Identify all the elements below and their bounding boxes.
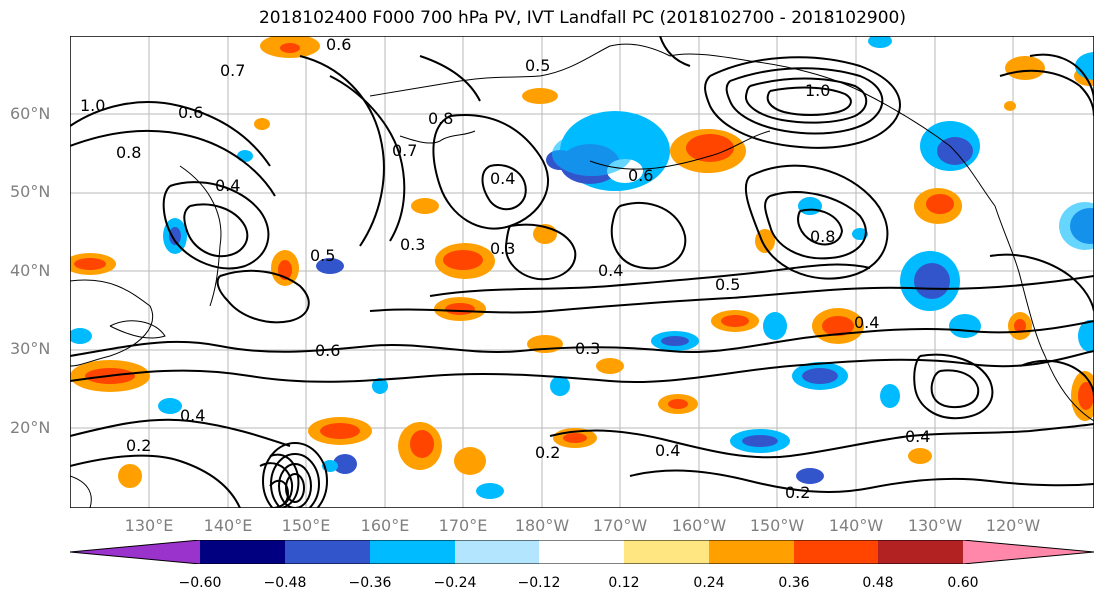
colorbar-segment <box>370 540 455 564</box>
contour-label: 0.6 <box>315 341 340 360</box>
positive-anomaly-shading <box>70 36 1094 488</box>
colorbar-segment <box>878 540 963 564</box>
lon-label-130w: 130°W <box>907 516 963 535</box>
contour-label: 0.8 <box>116 143 141 162</box>
lon-label-140w: 140°W <box>828 516 884 535</box>
lon-label-150w: 150°W <box>749 516 805 535</box>
colorbar-segment <box>539 540 624 564</box>
lat-label-40n: 40°N <box>10 261 51 280</box>
contour-label: 0.6 <box>178 103 203 122</box>
colorbar-tick-label: −0.36 <box>348 575 392 591</box>
contour-label: 0.3 <box>575 339 600 358</box>
lon-label-140e: 140°E <box>203 516 253 535</box>
contour-label: 0.4 <box>655 441 680 460</box>
contour-label: 0.7 <box>220 61 245 80</box>
contour-label: 0.5 <box>715 275 740 294</box>
colorbar-tick-label: −0.12 <box>517 575 561 591</box>
contour-label: 0.6 <box>628 166 653 185</box>
colorbar-tick-label: 0.48 <box>862 575 894 591</box>
contour-label: 0.7 <box>392 141 417 160</box>
contour-label: 0.5 <box>525 56 550 75</box>
colorbar-tick-label: 0.36 <box>778 575 810 591</box>
lon-label-170w: 170°W <box>592 516 648 535</box>
colorbar-segment <box>200 540 285 564</box>
contour-label: 1.0 <box>80 96 105 115</box>
colorbar-segment <box>963 540 1094 564</box>
contour-label: 1.0 <box>805 81 830 100</box>
colorbar-tick-label: −0.60 <box>178 575 222 591</box>
contour-label: 0.2 <box>785 483 810 502</box>
contour-label: 0.4 <box>180 406 205 425</box>
contour-label: 0.6 <box>326 36 351 54</box>
colorbar-tick-label: 0.24 <box>693 575 725 591</box>
lat-label-60n: 60°N <box>10 104 51 123</box>
lon-label-180w: 180°W <box>514 516 570 535</box>
lat-label-50n: 50°N <box>10 182 51 201</box>
colorbar-tick-label: 0.12 <box>608 575 640 591</box>
contour-label: 0.8 <box>428 109 453 128</box>
lat-label-30n: 30°N <box>10 339 51 358</box>
contour-label: 0.8 <box>810 227 835 246</box>
colorbar-tick-label: −0.24 <box>433 575 477 591</box>
contour-label: 0.2 <box>535 443 560 462</box>
contour-label: 0.3 <box>490 239 515 258</box>
colorbar-segment <box>794 540 878 564</box>
map-title: 2018102400 F000 700 hPa PV, IVT Landfall… <box>258 8 906 28</box>
lon-label-150e: 150°E <box>281 516 331 535</box>
negative-anomaly-shading <box>70 36 1094 499</box>
lat-label-20n: 20°N <box>10 418 51 437</box>
contour-label: 0.4 <box>598 261 623 280</box>
contour-label: 0.4 <box>490 169 515 188</box>
tight-pv-center <box>262 442 328 508</box>
colorbar-tick-label: −0.48 <box>263 575 307 591</box>
colorbar-tick-label: 0.60 <box>947 575 979 591</box>
contour-labels: 0.6 0.7 1.0 0.6 0.8 0.4 0.5 0.3 0.2 0.4 … <box>80 36 930 502</box>
contour-label: 0.5 <box>310 246 335 265</box>
colorbar-segment <box>709 540 794 564</box>
colorbar-segment <box>624 540 709 564</box>
colorbar <box>70 540 1094 564</box>
colorbar-segment <box>70 540 200 564</box>
contour-label: 0.4 <box>854 313 879 332</box>
colorbar-segment <box>285 540 370 564</box>
contour-label: 0.2 <box>126 436 151 455</box>
pv-map: 0.6 0.7 1.0 0.6 0.8 0.4 0.5 0.3 0.2 0.4 … <box>70 36 1094 508</box>
lon-label-170e: 170°E <box>438 516 488 535</box>
contour-label: 0.4 <box>215 176 240 195</box>
lon-label-160e: 160°E <box>360 516 410 535</box>
coastlines <box>70 43 1094 508</box>
colorbar-segment <box>455 540 539 564</box>
pv-contours <box>70 36 1094 508</box>
lon-label-120w: 120°W <box>985 516 1041 535</box>
contour-label: 0.4 <box>905 427 930 446</box>
lon-label-130e: 130°E <box>124 516 174 535</box>
contour-label: 0.3 <box>400 235 425 254</box>
lon-label-160w: 160°W <box>671 516 727 535</box>
